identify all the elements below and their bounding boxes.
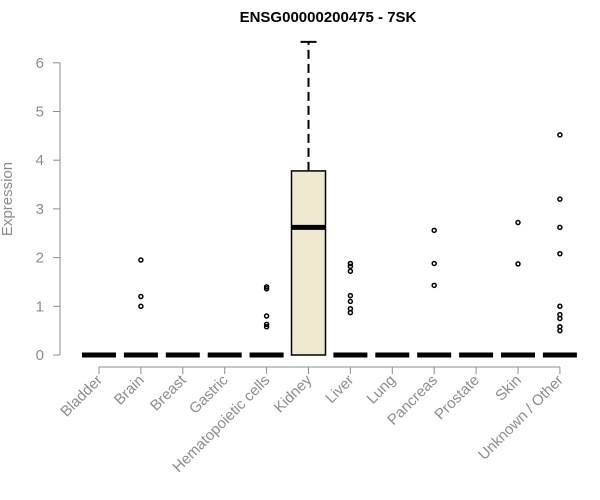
outlier-point (557, 311, 563, 318)
x-tick-label: Breast (147, 371, 190, 414)
outlier-point (138, 303, 144, 310)
x-tick-label: Liver (322, 372, 357, 407)
outlier-point (347, 268, 354, 274)
box-body (290, 170, 327, 356)
outlier-point (431, 260, 437, 267)
y-axis-title: Expression (0, 162, 16, 236)
plot-area (82, 40, 577, 358)
outlier-point (263, 324, 270, 330)
y-axis: 0 1 2 3 4 5 6 (36, 55, 61, 364)
outlier-point (263, 313, 270, 319)
outlier-point (263, 321, 270, 328)
x-tick-label: Prostate (431, 372, 483, 424)
outlier-point (263, 286, 270, 292)
box-brain (123, 257, 158, 358)
box-liver (333, 260, 368, 358)
chart-title: ENSG00000200475 - 7SK (240, 9, 417, 26)
y-tick-label: 4 (36, 152, 44, 169)
outlier-point (347, 260, 354, 267)
x-tick-label: Lung (364, 372, 400, 408)
outlier-point (557, 224, 563, 231)
y-tick-label: 2 (36, 250, 44, 267)
outlier-point (138, 257, 144, 263)
box-unknown-other (542, 132, 577, 358)
outlier-point (431, 282, 437, 289)
y-tick-label: 5 (36, 104, 44, 121)
outlier-point (557, 250, 563, 257)
box-kidney (290, 40, 327, 356)
outlier-point (557, 196, 563, 202)
y-tick-label: 6 (36, 55, 44, 72)
x-tick-label: Kidney (271, 371, 316, 416)
outlier-point (347, 305, 354, 312)
outlier-point (557, 324, 563, 330)
outlier-point (557, 303, 563, 310)
outlier-point (347, 292, 354, 299)
outlier-point (515, 261, 521, 267)
x-tick-label: Bladder (57, 372, 106, 421)
outlier-point (138, 293, 144, 300)
outlier-point (347, 263, 354, 270)
box-skin (501, 219, 535, 358)
y-tick-label: 0 (36, 347, 44, 364)
outlier-point (431, 227, 437, 234)
outlier-point (557, 132, 563, 138)
outlier-point (515, 219, 521, 226)
y-tick-label: 3 (36, 201, 44, 218)
outlier-point (263, 284, 270, 290)
x-tick-label: Brain (111, 372, 148, 409)
box-hematopoietic-cells (249, 284, 284, 358)
box-pancreas (417, 227, 452, 358)
x-tick-label: Skin (492, 372, 525, 405)
y-tick-label: 1 (36, 298, 44, 315)
outlier-point (347, 298, 354, 305)
